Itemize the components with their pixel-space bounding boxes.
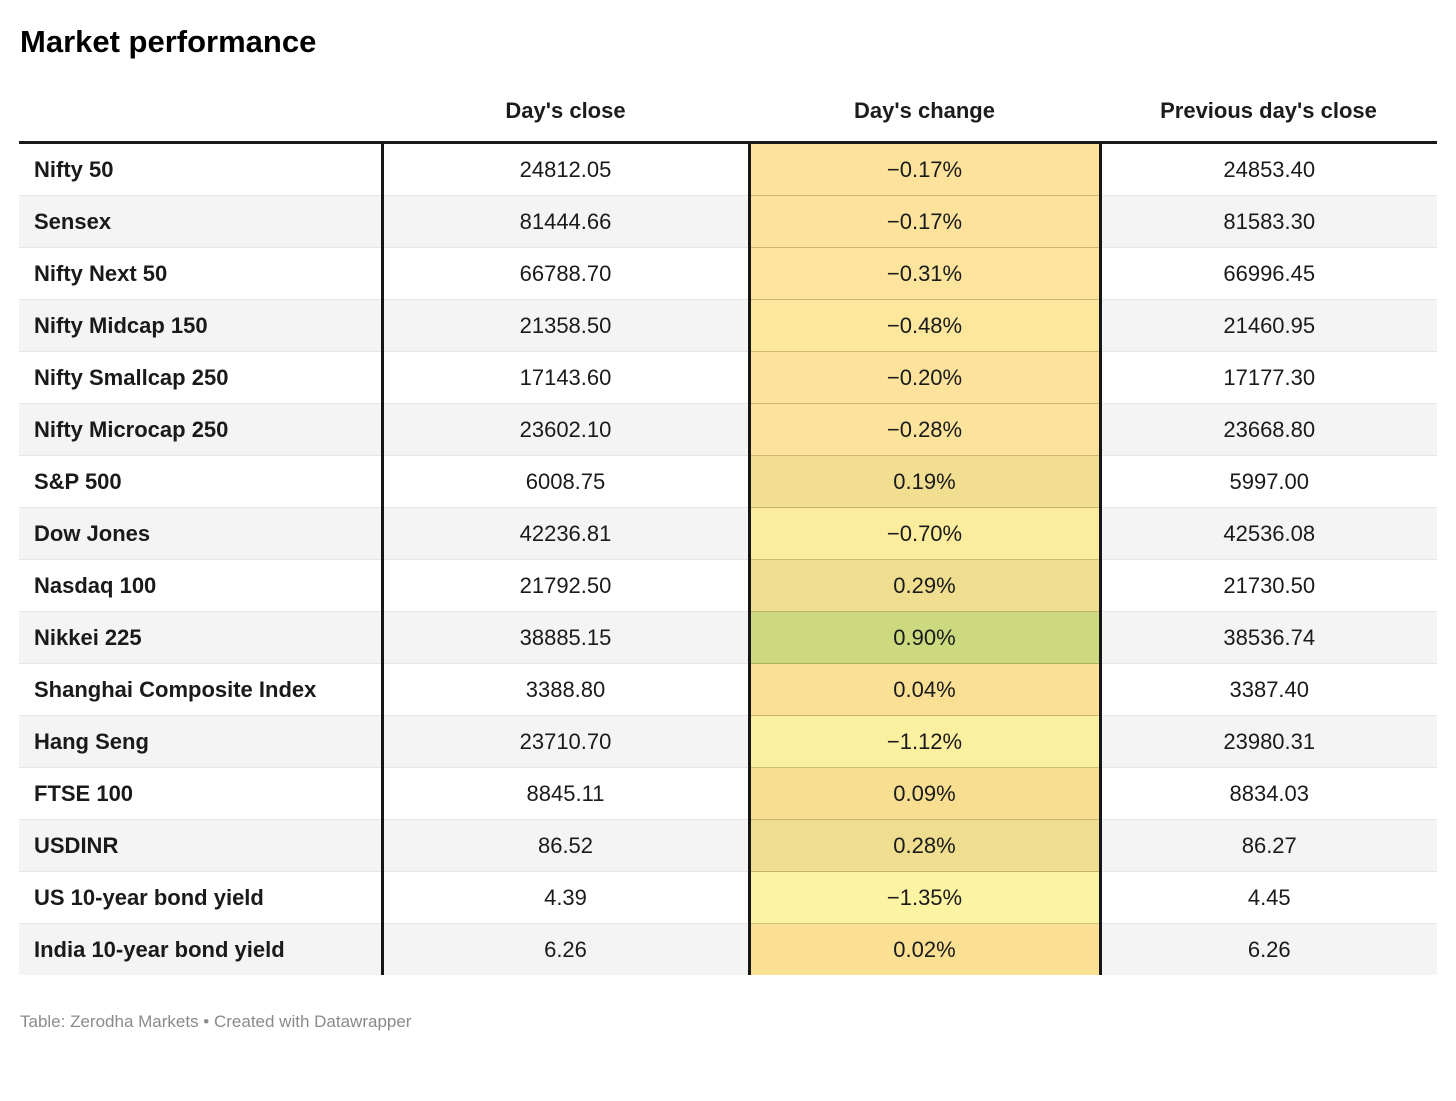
row-label: S&P 500: [19, 455, 384, 508]
column-header-previous-days-close: Previous day's close: [1100, 92, 1437, 144]
row-label: Nifty Next 50: [19, 247, 384, 300]
days-close-value: 8845.11: [382, 767, 749, 820]
days-close-value: 17143.60: [382, 351, 749, 404]
days-close-value: 4.39: [382, 871, 749, 924]
table-body: Nifty 50 24812.05 −0.17% 24853.40 Sensex 8144…: [19, 142, 1437, 975]
row-label: USDINR: [19, 819, 384, 872]
previous-days-close-value: 86.27: [1100, 819, 1437, 872]
days-close-value: 24812.05: [382, 142, 749, 196]
days-change-value: −0.70%: [747, 507, 1102, 560]
days-change-value: −1.35%: [747, 871, 1102, 924]
row-label: Nifty Midcap 150: [19, 299, 384, 352]
row-label: Nifty 50: [19, 142, 384, 196]
days-change-value: −0.17%: [747, 142, 1102, 196]
days-change-value: 0.19%: [747, 455, 1102, 508]
row-label: Shanghai Composite Index: [19, 663, 384, 716]
days-close-value: 3388.80: [382, 663, 749, 716]
previous-days-close-value: 21460.95: [1100, 299, 1437, 352]
previous-days-close-value: 6.26: [1100, 923, 1437, 975]
table-row: US 10-year bond yield 4.39 −1.35% 4.45: [19, 871, 1437, 924]
table-row: Hang Seng 23710.70 −1.12% 23980.31: [19, 715, 1437, 768]
days-close-value: 21792.50: [382, 559, 749, 612]
row-label: India 10-year bond yield: [19, 923, 384, 975]
days-change-value: −1.12%: [747, 715, 1102, 768]
table-row: Nifty 50 24812.05 −0.17% 24853.40: [19, 142, 1437, 196]
days-change-value: 0.29%: [747, 559, 1102, 612]
column-header-days-close: Day's close: [382, 92, 749, 144]
days-close-value: 23602.10: [382, 403, 749, 456]
row-label: Nasdaq 100: [19, 559, 384, 612]
days-close-value: 21358.50: [382, 299, 749, 352]
row-label: Dow Jones: [19, 507, 384, 560]
column-header-row-label: [19, 92, 382, 144]
days-change-value: 0.90%: [747, 611, 1102, 664]
previous-days-close-value: 4.45: [1100, 871, 1437, 924]
row-label: Nifty Microcap 250: [19, 403, 384, 456]
table-row: Shanghai Composite Index 3388.80 0.04% 3387…: [19, 663, 1437, 716]
column-header-days-change: Day's change: [749, 92, 1100, 144]
previous-days-close-value: 8834.03: [1100, 767, 1437, 820]
days-change-value: −0.17%: [747, 195, 1102, 248]
previous-days-close-value: 23980.31: [1100, 715, 1437, 768]
table-row: Nikkei 225 38885.15 0.90% 38536.74: [19, 611, 1437, 664]
row-label: FTSE 100: [19, 767, 384, 820]
days-change-value: −0.20%: [747, 351, 1102, 404]
previous-days-close-value: 38536.74: [1100, 611, 1437, 664]
previous-days-close-value: 23668.80: [1100, 403, 1437, 456]
table-row: Nifty Microcap 250 23602.10 −0.28% 23668.80: [19, 403, 1437, 456]
previous-days-close-value: 81583.30: [1100, 195, 1437, 248]
previous-days-close-value: 24853.40: [1100, 142, 1437, 196]
days-change-value: 0.28%: [747, 819, 1102, 872]
previous-days-close-value: 5997.00: [1100, 455, 1437, 508]
table-row: USDINR 86.52 0.28% 86.27: [19, 819, 1437, 872]
days-change-value: −0.31%: [747, 247, 1102, 300]
header-row: Day's close Day's change Previous day's …: [19, 92, 1437, 144]
row-label: US 10-year bond yield: [19, 871, 384, 924]
table-row: Dow Jones 42236.81 −0.70% 42536.08: [19, 507, 1437, 560]
previous-days-close-value: 3387.40: [1100, 663, 1437, 716]
table-row: FTSE 100 8845.11 0.09% 8834.03: [19, 767, 1437, 820]
table-row: Nifty Smallcap 250 17143.60 −0.20% 17177.30: [19, 351, 1437, 404]
days-close-value: 38885.15: [382, 611, 749, 664]
row-label: Sensex: [19, 195, 384, 248]
table-row: Nasdaq 100 21792.50 0.29% 21730.50: [19, 559, 1437, 612]
days-close-value: 66788.70: [382, 247, 749, 300]
row-label: Nifty Smallcap 250: [19, 351, 384, 404]
previous-days-close-value: 17177.30: [1100, 351, 1437, 404]
table-row: Nifty Midcap 150 21358.50 −0.48% 21460.95: [19, 299, 1437, 352]
days-close-value: 42236.81: [382, 507, 749, 560]
days-close-value: 6008.75: [382, 455, 749, 508]
table-row: Nifty Next 50 66788.70 −0.31% 66996.45: [19, 247, 1437, 300]
days-change-value: 0.09%: [747, 767, 1102, 820]
days-close-value: 23710.70: [382, 715, 749, 768]
row-label: Hang Seng: [19, 715, 384, 768]
days-change-value: −0.48%: [747, 299, 1102, 352]
page-title: Market performance: [20, 24, 317, 59]
previous-days-close-value: 42536.08: [1100, 507, 1437, 560]
row-label: Nikkei 225: [19, 611, 384, 664]
days-close-value: 6.26: [382, 923, 749, 975]
days-change-value: 0.02%: [747, 923, 1102, 975]
days-close-value: 86.52: [382, 819, 749, 872]
days-change-value: 0.04%: [747, 663, 1102, 716]
table-row: India 10-year bond yield 6.26 0.02% 6.26: [19, 923, 1437, 975]
table-row: S&P 500 6008.75 0.19% 5997.00: [19, 455, 1437, 508]
previous-days-close-value: 21730.50: [1100, 559, 1437, 612]
days-change-value: −0.28%: [747, 403, 1102, 456]
market-performance-table: Day's close Day's change Previous day's …: [19, 92, 1437, 975]
table-row: Sensex 81444.66 −0.17% 81583.30: [19, 195, 1437, 248]
previous-days-close-value: 66996.45: [1100, 247, 1437, 300]
attribution-footer: Table: Zerodha Markets • Created with Da…: [20, 1012, 412, 1031]
days-close-value: 81444.66: [382, 195, 749, 248]
